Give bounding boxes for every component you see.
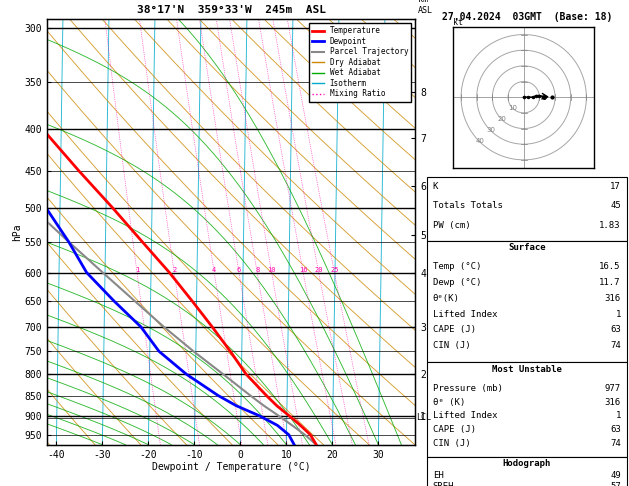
Text: Totals Totals: Totals Totals xyxy=(433,201,503,210)
Text: km
ASL: km ASL xyxy=(418,0,433,15)
Text: 45: 45 xyxy=(610,201,621,210)
Text: θᵉ (K): θᵉ (K) xyxy=(433,398,465,407)
Text: 74: 74 xyxy=(610,341,621,350)
Text: EH: EH xyxy=(433,471,443,481)
Bar xyxy=(426,241,627,362)
Text: 1: 1 xyxy=(615,310,621,318)
Text: 8: 8 xyxy=(255,266,259,273)
Text: Hodograph: Hodograph xyxy=(503,459,551,469)
Text: PW (cm): PW (cm) xyxy=(433,221,470,229)
Text: 63: 63 xyxy=(610,325,621,334)
Text: 1: 1 xyxy=(615,411,621,420)
Text: K: K xyxy=(433,182,438,191)
Text: θᵉ(K): θᵉ(K) xyxy=(433,294,460,303)
Text: 38°17'N  359°33'W  245m  ASL: 38°17'N 359°33'W 245m ASL xyxy=(136,4,326,15)
Text: 25: 25 xyxy=(330,266,338,273)
Text: 10: 10 xyxy=(267,266,276,273)
Text: 63: 63 xyxy=(610,425,621,434)
Text: Temp (°C): Temp (°C) xyxy=(433,262,481,272)
Text: Pressure (mb): Pressure (mb) xyxy=(433,384,503,393)
X-axis label: Dewpoint / Temperature (°C): Dewpoint / Temperature (°C) xyxy=(152,462,311,472)
Text: 30: 30 xyxy=(486,127,495,133)
Text: Lifted Index: Lifted Index xyxy=(433,411,498,420)
Text: 10: 10 xyxy=(508,105,517,111)
Bar xyxy=(426,457,627,486)
Y-axis label: hPa: hPa xyxy=(12,223,22,241)
Text: 16.5: 16.5 xyxy=(599,262,621,272)
Text: 20: 20 xyxy=(498,116,506,122)
Bar xyxy=(426,177,627,241)
Text: 27.04.2024  03GMT  (Base: 18): 27.04.2024 03GMT (Base: 18) xyxy=(442,12,612,22)
Text: Most Unstable: Most Unstable xyxy=(492,364,562,374)
Legend: Temperature, Dewpoint, Parcel Trajectory, Dry Adiabat, Wet Adiabat, Isotherm, Mi: Temperature, Dewpoint, Parcel Trajectory… xyxy=(309,23,411,102)
Text: LCL: LCL xyxy=(416,413,431,422)
Text: 6: 6 xyxy=(237,266,241,273)
Y-axis label: Mixing Ratio (g/kg): Mixing Ratio (g/kg) xyxy=(447,181,457,283)
Text: CAPE (J): CAPE (J) xyxy=(433,325,476,334)
Text: Lifted Index: Lifted Index xyxy=(433,310,498,318)
Text: 1: 1 xyxy=(135,266,139,273)
Bar xyxy=(426,362,627,457)
Text: Dewp (°C): Dewp (°C) xyxy=(433,278,481,287)
Text: CIN (J): CIN (J) xyxy=(433,341,470,350)
Text: CAPE (J): CAPE (J) xyxy=(433,425,476,434)
Text: 2: 2 xyxy=(172,266,176,273)
Text: 1.83: 1.83 xyxy=(599,221,621,229)
Text: 49: 49 xyxy=(610,471,621,481)
Text: 977: 977 xyxy=(604,384,621,393)
Text: 11.7: 11.7 xyxy=(599,278,621,287)
Text: CIN (J): CIN (J) xyxy=(433,439,470,448)
Text: 16: 16 xyxy=(299,266,308,273)
Text: SREH: SREH xyxy=(433,483,454,486)
Text: 20: 20 xyxy=(314,266,323,273)
Text: 4: 4 xyxy=(212,266,216,273)
Text: 316: 316 xyxy=(604,294,621,303)
Text: Surface: Surface xyxy=(508,243,545,252)
Text: 40: 40 xyxy=(476,138,484,144)
Text: kt: kt xyxy=(454,17,463,27)
Text: 74: 74 xyxy=(610,439,621,448)
Text: 17: 17 xyxy=(610,182,621,191)
Text: 316: 316 xyxy=(604,398,621,407)
Text: 57: 57 xyxy=(610,483,621,486)
